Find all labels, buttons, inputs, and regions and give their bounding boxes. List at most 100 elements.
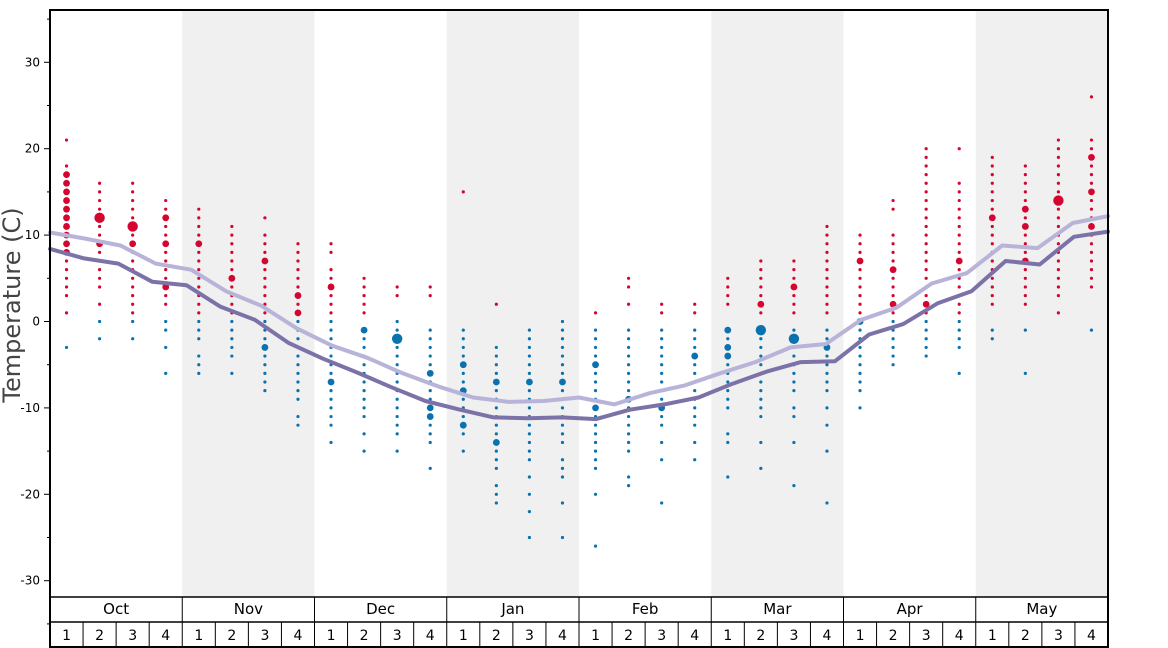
warm-point: [362, 302, 366, 306]
warm-point: [825, 242, 829, 246]
cold-point: [527, 328, 532, 332]
warm-point: [924, 147, 928, 151]
warm-point: [1023, 302, 1027, 306]
cold-point: [726, 363, 730, 367]
cold-point: [726, 440, 730, 445]
warm-point: [296, 250, 300, 254]
warm-point: [1056, 173, 1061, 177]
cold-point: [792, 406, 796, 410]
warm-point: [792, 311, 796, 315]
cold-point: [395, 423, 399, 427]
warm-point: [261, 257, 269, 265]
warm-point: [792, 293, 796, 298]
cold-point: [957, 328, 961, 332]
week-label: 3: [1054, 628, 1063, 644]
cold-point: [428, 354, 432, 358]
warm-point: [230, 259, 234, 263]
cold-point: [362, 449, 366, 453]
cold-point: [560, 328, 565, 332]
warm-point: [1023, 293, 1027, 298]
cold-point: [593, 449, 598, 453]
cold-point: [924, 354, 928, 358]
warm-point: [428, 285, 432, 289]
warm-point: [94, 212, 105, 224]
warm-point: [858, 285, 862, 289]
warm-point: [362, 285, 366, 289]
warm-point: [164, 293, 168, 298]
cold-point: [329, 397, 333, 401]
warm-point: [63, 197, 70, 204]
warm-point: [1023, 173, 1027, 177]
cold-point: [1023, 328, 1027, 332]
warm-point: [1023, 285, 1027, 289]
cold-point: [759, 466, 763, 470]
week-label: 3: [922, 628, 931, 644]
cold-point: [527, 363, 532, 367]
warm-point: [1023, 216, 1027, 220]
y-axis-label: Temperature (C): [0, 207, 26, 403]
cold-point: [395, 397, 399, 401]
cold-point: [593, 466, 598, 470]
warm-point: [263, 311, 267, 315]
warm-point: [990, 242, 994, 246]
cold-point: [560, 354, 565, 358]
cold-point: [362, 432, 366, 436]
cold-point: [296, 319, 300, 324]
warm-point: [726, 293, 730, 298]
cold-point: [691, 352, 699, 360]
warm-point: [792, 302, 796, 306]
cold-point: [230, 328, 234, 332]
warm-point: [924, 293, 928, 298]
cold-point: [593, 458, 598, 462]
warm-point: [64, 293, 69, 298]
cold-point: [560, 423, 565, 427]
week-label: 1: [194, 628, 203, 644]
series-lines: [48, 214, 1110, 422]
warm-point: [955, 257, 963, 265]
warm-point: [197, 207, 201, 211]
warm-point: [924, 216, 928, 220]
cold-point: [957, 345, 961, 350]
cold-point: [825, 354, 829, 358]
warm-point: [97, 276, 102, 280]
cold-point: [164, 371, 168, 375]
warm-point: [296, 242, 300, 246]
cold-point: [957, 371, 961, 375]
cold-point: [626, 380, 631, 384]
month-label-oct: Oct: [103, 600, 129, 618]
warm-point: [263, 285, 267, 289]
cold-point: [395, 345, 399, 350]
cold-point: [426, 413, 434, 420]
warm-point: [263, 268, 267, 272]
warm-point: [924, 181, 928, 185]
cold-point: [957, 319, 961, 324]
warm-point: [263, 216, 267, 220]
warm-point: [64, 285, 69, 289]
cold-point: [626, 389, 631, 393]
warm-point: [1023, 233, 1027, 237]
warm-point: [263, 302, 267, 306]
warm-point: [162, 240, 170, 248]
cold-point: [426, 369, 434, 377]
warm-point: [1056, 155, 1061, 159]
warm-point: [759, 293, 763, 298]
warm-point: [957, 285, 961, 289]
cold-point: [593, 354, 598, 358]
cold-point: [362, 397, 366, 401]
cold-point: [164, 345, 168, 350]
cold-point: [360, 326, 368, 334]
cold-point: [693, 345, 697, 350]
cold-point: [296, 423, 300, 427]
warm-point: [792, 268, 796, 272]
cold-point: [263, 319, 267, 324]
cold-point: [626, 414, 631, 419]
cold-point: [362, 414, 366, 419]
cold-point: [788, 333, 800, 344]
warm-point: [63, 214, 70, 222]
cold-point: [1023, 371, 1027, 375]
cold-point: [660, 337, 664, 341]
warm-point: [957, 198, 961, 203]
warm-point: [858, 311, 862, 315]
cold-point: [527, 535, 532, 540]
warm-point: [891, 250, 895, 254]
